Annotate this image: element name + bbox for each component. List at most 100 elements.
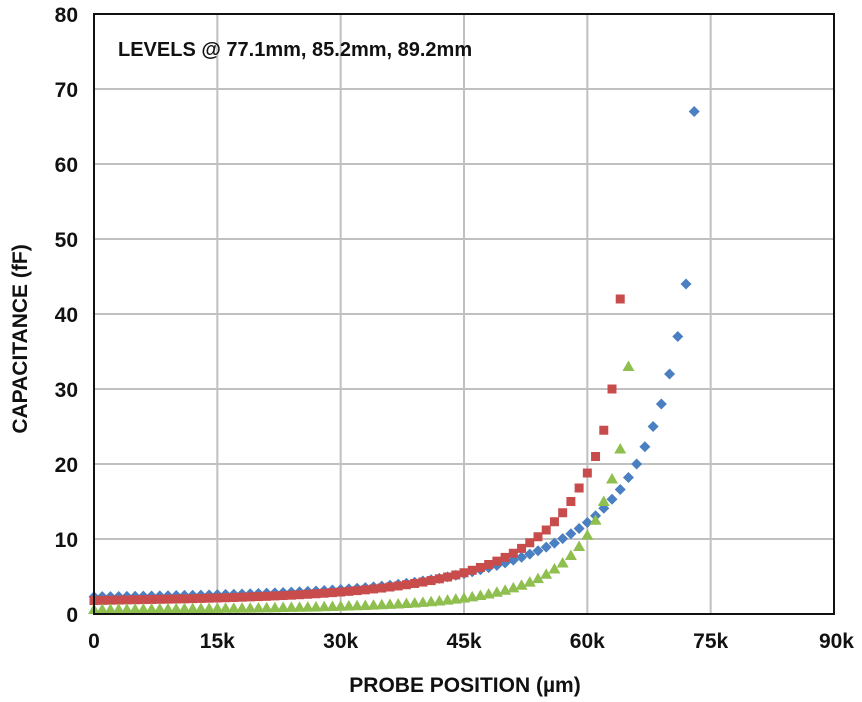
data-point-square (352, 586, 362, 596)
data-point-triangle (178, 602, 191, 614)
data-point-diamond (606, 493, 618, 505)
data-point-square (253, 592, 263, 602)
data-point-square (295, 590, 305, 600)
data-point-square (122, 595, 132, 605)
data-point-triangle (523, 576, 536, 587)
data-point-square (566, 497, 576, 506)
data-point-diamond (532, 545, 544, 557)
data-point-triangle (236, 602, 248, 613)
plot-frame (93, 13, 835, 615)
data-point-triangle (573, 540, 586, 551)
data-point-diamond (664, 368, 676, 380)
data-point-square (582, 468, 592, 478)
data-point-square (163, 594, 173, 604)
data-point-square (607, 384, 617, 394)
x-tick-label: 30k (323, 630, 358, 653)
data-point-triangle (260, 601, 273, 613)
data-point-triangle (120, 603, 133, 614)
data-point-square (311, 589, 321, 599)
data-point-square (204, 593, 214, 603)
data-point-triangle (227, 602, 240, 613)
data-point-triangle (449, 593, 462, 604)
data-point-triangle (326, 600, 339, 611)
y-tick-labels: 0 10 20 30 40 50 60 70 80 (55, 4, 78, 627)
data-point-square (492, 556, 502, 566)
x-tick-labels: 0 15k 30k 45k 60k 75k 90k (88, 630, 854, 653)
data-point-triangle (194, 602, 207, 614)
y-tick-label: 0 (66, 604, 78, 627)
data-point-square (360, 585, 370, 595)
data-point-square (188, 594, 198, 604)
data-point-triangle (203, 602, 216, 613)
data-point-triangle (129, 603, 142, 614)
data-point-diamond (548, 537, 560, 549)
data-point-triangle (318, 600, 331, 612)
data-point-square (319, 588, 329, 598)
data-point-diamond (622, 472, 634, 483)
data-point-square (171, 594, 181, 604)
data-point-diamond (540, 541, 552, 553)
data-point-triangle (170, 602, 183, 614)
data-point-square (443, 572, 453, 582)
x-tick-label: 0 (88, 630, 100, 653)
x-tick-label: 15k (200, 630, 235, 653)
data-point-triangle (458, 592, 470, 603)
data-point-triangle (277, 601, 290, 613)
data-point-square (525, 538, 535, 548)
data-point-diamond (565, 528, 577, 540)
data-point-square (475, 563, 485, 572)
data-point-square (336, 587, 346, 597)
data-point-square (155, 594, 165, 604)
data-point-triangle (112, 603, 125, 614)
data-point-triangle (244, 602, 257, 613)
data-point-diamond (581, 517, 593, 528)
y-tick-label: 10 (55, 529, 78, 552)
data-point-diamond (672, 331, 684, 342)
data-point-triangle (96, 603, 109, 614)
data-point-square (138, 595, 148, 605)
data-point-square (278, 591, 288, 601)
y-tick-label: 70 (55, 79, 78, 102)
data-point-triangle (375, 598, 388, 610)
x-tick-label: 45k (446, 630, 481, 653)
data-point-square (179, 594, 189, 604)
data-point-triangle (219, 602, 232, 613)
data-point-square (377, 583, 387, 593)
data-point-triangle (145, 602, 158, 614)
chart-annotation: LEVELS @ 77.1mm, 85.2mm, 89.2mm (118, 39, 472, 61)
data-point-triangle (351, 599, 364, 611)
data-point-square (393, 581, 403, 591)
x-axis-title: PROBE POSITION (µm) (349, 674, 580, 697)
data-point-square (212, 593, 222, 603)
data-point-triangle (186, 602, 199, 614)
data-point-square (270, 591, 280, 601)
data-point-triangle (153, 602, 166, 614)
data-point-triangle (408, 596, 421, 608)
data-point-square (410, 578, 420, 588)
data-point-square (549, 517, 559, 527)
data-point-square (401, 580, 411, 590)
data-point-triangle (433, 594, 446, 606)
data-point-triangle (342, 600, 355, 611)
data-point-diamond (639, 441, 651, 453)
data-point-square (105, 595, 115, 605)
y-axis-title: CAPACITANCE (fF) (9, 244, 32, 433)
data-point-triangle (310, 600, 322, 612)
data-point-square (97, 595, 107, 605)
data-point-diamond (631, 458, 643, 470)
data-point-triangle (392, 597, 405, 609)
data-point-square (500, 552, 510, 562)
x-tick-label: 60k (570, 630, 605, 653)
data-point-triangle (104, 603, 117, 614)
data-point-triangle (515, 579, 528, 590)
data-point-square (615, 294, 625, 304)
data-point-diamond (655, 398, 667, 410)
data-point-diamond (647, 421, 659, 432)
data-point-diamond (557, 533, 569, 545)
data-point-triangle (285, 601, 298, 612)
data-point-square (385, 582, 395, 592)
data-point-triangle (367, 599, 380, 610)
data-point-triangle (425, 595, 438, 607)
data-point-square (591, 452, 601, 461)
